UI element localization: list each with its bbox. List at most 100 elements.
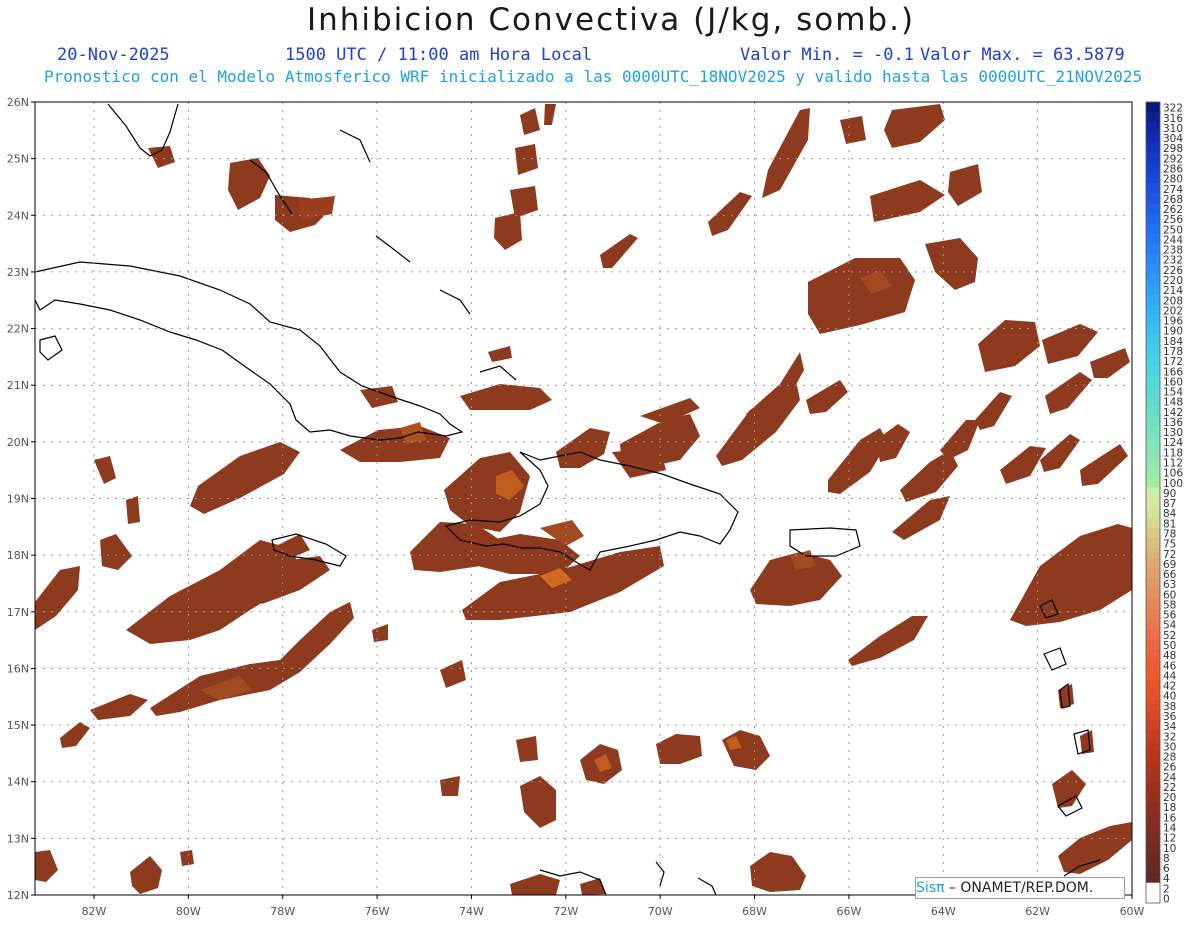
colorbar-swatch xyxy=(1146,456,1160,468)
lat-tick-label: 16N xyxy=(7,662,29,675)
colorbar-swatch xyxy=(1146,832,1160,843)
colorbar-swatch xyxy=(1146,375,1160,387)
colorbar-label: 238 xyxy=(1163,245,1183,257)
colorbar-swatch xyxy=(1146,527,1160,539)
colorbar-swatch xyxy=(1146,426,1160,437)
colorbar-label: 106 xyxy=(1163,468,1183,480)
colorbar-label: 58 xyxy=(1163,599,1176,611)
colorbar-label: 268 xyxy=(1163,194,1183,206)
colorbar-swatch xyxy=(1146,690,1160,701)
forecast-date: 20-Nov-2025 xyxy=(57,45,170,65)
colorbar-label: 10 xyxy=(1163,843,1176,855)
lat-tick-label: 14N xyxy=(7,776,29,789)
colorbar-label: 100 xyxy=(1163,478,1183,490)
colorbar-swatch xyxy=(1146,558,1160,569)
colorbar-label: 244 xyxy=(1163,234,1183,246)
colorbar-swatch xyxy=(1146,385,1160,397)
colorbar-label: 40 xyxy=(1163,691,1176,703)
colorbar-swatch xyxy=(1146,112,1160,123)
colorbar-label: 66 xyxy=(1163,569,1177,581)
lat-tick-label: 26N xyxy=(7,96,29,109)
colorbar-swatch xyxy=(1146,537,1160,549)
colorbar-label: 87 xyxy=(1163,498,1176,510)
lat-tick-label: 23N xyxy=(7,266,29,279)
colorbar-swatch xyxy=(1146,254,1160,265)
colorbar-label: 226 xyxy=(1163,265,1183,277)
colorbar-swatch xyxy=(1146,578,1160,589)
colorbar-label: 34 xyxy=(1163,721,1177,733)
colorbar-label: 124 xyxy=(1163,437,1183,449)
colorbar-label: 166 xyxy=(1163,366,1183,378)
colorbar-label: 310 xyxy=(1163,123,1183,135)
colorbar-swatch xyxy=(1146,325,1160,336)
colorbar-swatch xyxy=(1146,264,1160,275)
colorbar-label: 280 xyxy=(1163,174,1183,186)
colorbar-label: 274 xyxy=(1163,184,1183,196)
colorbar-label: 75 xyxy=(1163,539,1176,551)
lat-tick-label: 12N xyxy=(7,889,29,902)
colorbar-swatch xyxy=(1146,507,1160,519)
lon-tick-label: 78W xyxy=(270,905,295,918)
colorbar-swatch xyxy=(1146,811,1160,823)
colorbar-label: 38 xyxy=(1163,701,1176,713)
colorbar-label: 20 xyxy=(1163,792,1176,804)
colorbar-swatch xyxy=(1146,598,1160,610)
colorbar-swatch xyxy=(1146,497,1160,508)
colorbar-swatch xyxy=(1146,102,1160,113)
colorbar-label: 172 xyxy=(1163,356,1183,368)
colorbar-label: 118 xyxy=(1163,447,1183,459)
colorbar-label: 232 xyxy=(1163,255,1183,267)
colorbar-swatch xyxy=(1146,183,1160,194)
colorbar-swatch xyxy=(1146,629,1160,640)
lat-tick-label: 21N xyxy=(7,379,29,392)
colorbar-label: 214 xyxy=(1163,285,1183,297)
colorbar-label: 178 xyxy=(1163,346,1183,358)
colorbar-label: 220 xyxy=(1163,275,1183,287)
colorbar-label: 4 xyxy=(1163,873,1170,885)
colorbar-label: 130 xyxy=(1163,427,1183,439)
colorbar-label: 2 xyxy=(1163,883,1170,895)
colorbar-swatch xyxy=(1146,294,1160,306)
colorbar-swatch xyxy=(1146,679,1160,691)
lon-tick-label: 80W xyxy=(176,905,201,918)
colorbar-label: 202 xyxy=(1163,305,1183,317)
lon-tick-label: 70W xyxy=(648,905,673,918)
colorbar-swatch xyxy=(1146,243,1160,255)
lon-tick-label: 62W xyxy=(1025,905,1050,918)
colorbar-label: 46 xyxy=(1163,660,1177,672)
lat-tick-label: 15N xyxy=(7,719,29,732)
colorbar-swatch xyxy=(1146,588,1160,600)
lat-tick-label: 17N xyxy=(7,606,29,619)
colorbar-swatch xyxy=(1146,852,1160,863)
colorbar-swatch xyxy=(1146,233,1160,245)
colorbar-label: 42 xyxy=(1163,681,1176,693)
colorbar-label: 154 xyxy=(1163,387,1183,399)
lat-tick-label: 25N xyxy=(7,153,29,166)
colorbar-swatch xyxy=(1146,761,1160,772)
colorbar-label: 6 xyxy=(1163,863,1170,875)
forecast-time: 1500 UTC / 11:00 am Hora Local xyxy=(285,45,593,65)
colorbar-swatch xyxy=(1146,639,1160,650)
colorbar-label: 30 xyxy=(1163,741,1176,753)
colorbar-swatch xyxy=(1146,335,1160,346)
lon-tick-label: 72W xyxy=(553,905,578,918)
colorbar-swatch xyxy=(1146,842,1160,853)
lon-tick-label: 74W xyxy=(459,905,484,918)
colorbar-border xyxy=(1145,101,1161,904)
colorbar-swatch xyxy=(1146,740,1160,752)
colorbar-swatch xyxy=(1146,801,1160,813)
colorbar: 3223163103042982922862802742682622562502… xyxy=(1145,101,1183,906)
colorbar-swatch xyxy=(1146,669,1160,681)
colorbar-swatch xyxy=(1146,284,1160,295)
colorbar-label: 148 xyxy=(1163,397,1183,409)
colorbar-swatch xyxy=(1146,152,1160,164)
colorbar-swatch xyxy=(1146,872,1160,884)
colorbar-label: 304 xyxy=(1163,133,1183,145)
colorbar-label: 8 xyxy=(1163,853,1170,865)
colorbar-label: 28 xyxy=(1163,752,1176,764)
colorbar-swatch xyxy=(1146,213,1160,224)
colorbar-label: 26 xyxy=(1163,762,1177,774)
colorbar-label: 298 xyxy=(1163,143,1183,155)
colorbar-swatch xyxy=(1146,892,1160,904)
